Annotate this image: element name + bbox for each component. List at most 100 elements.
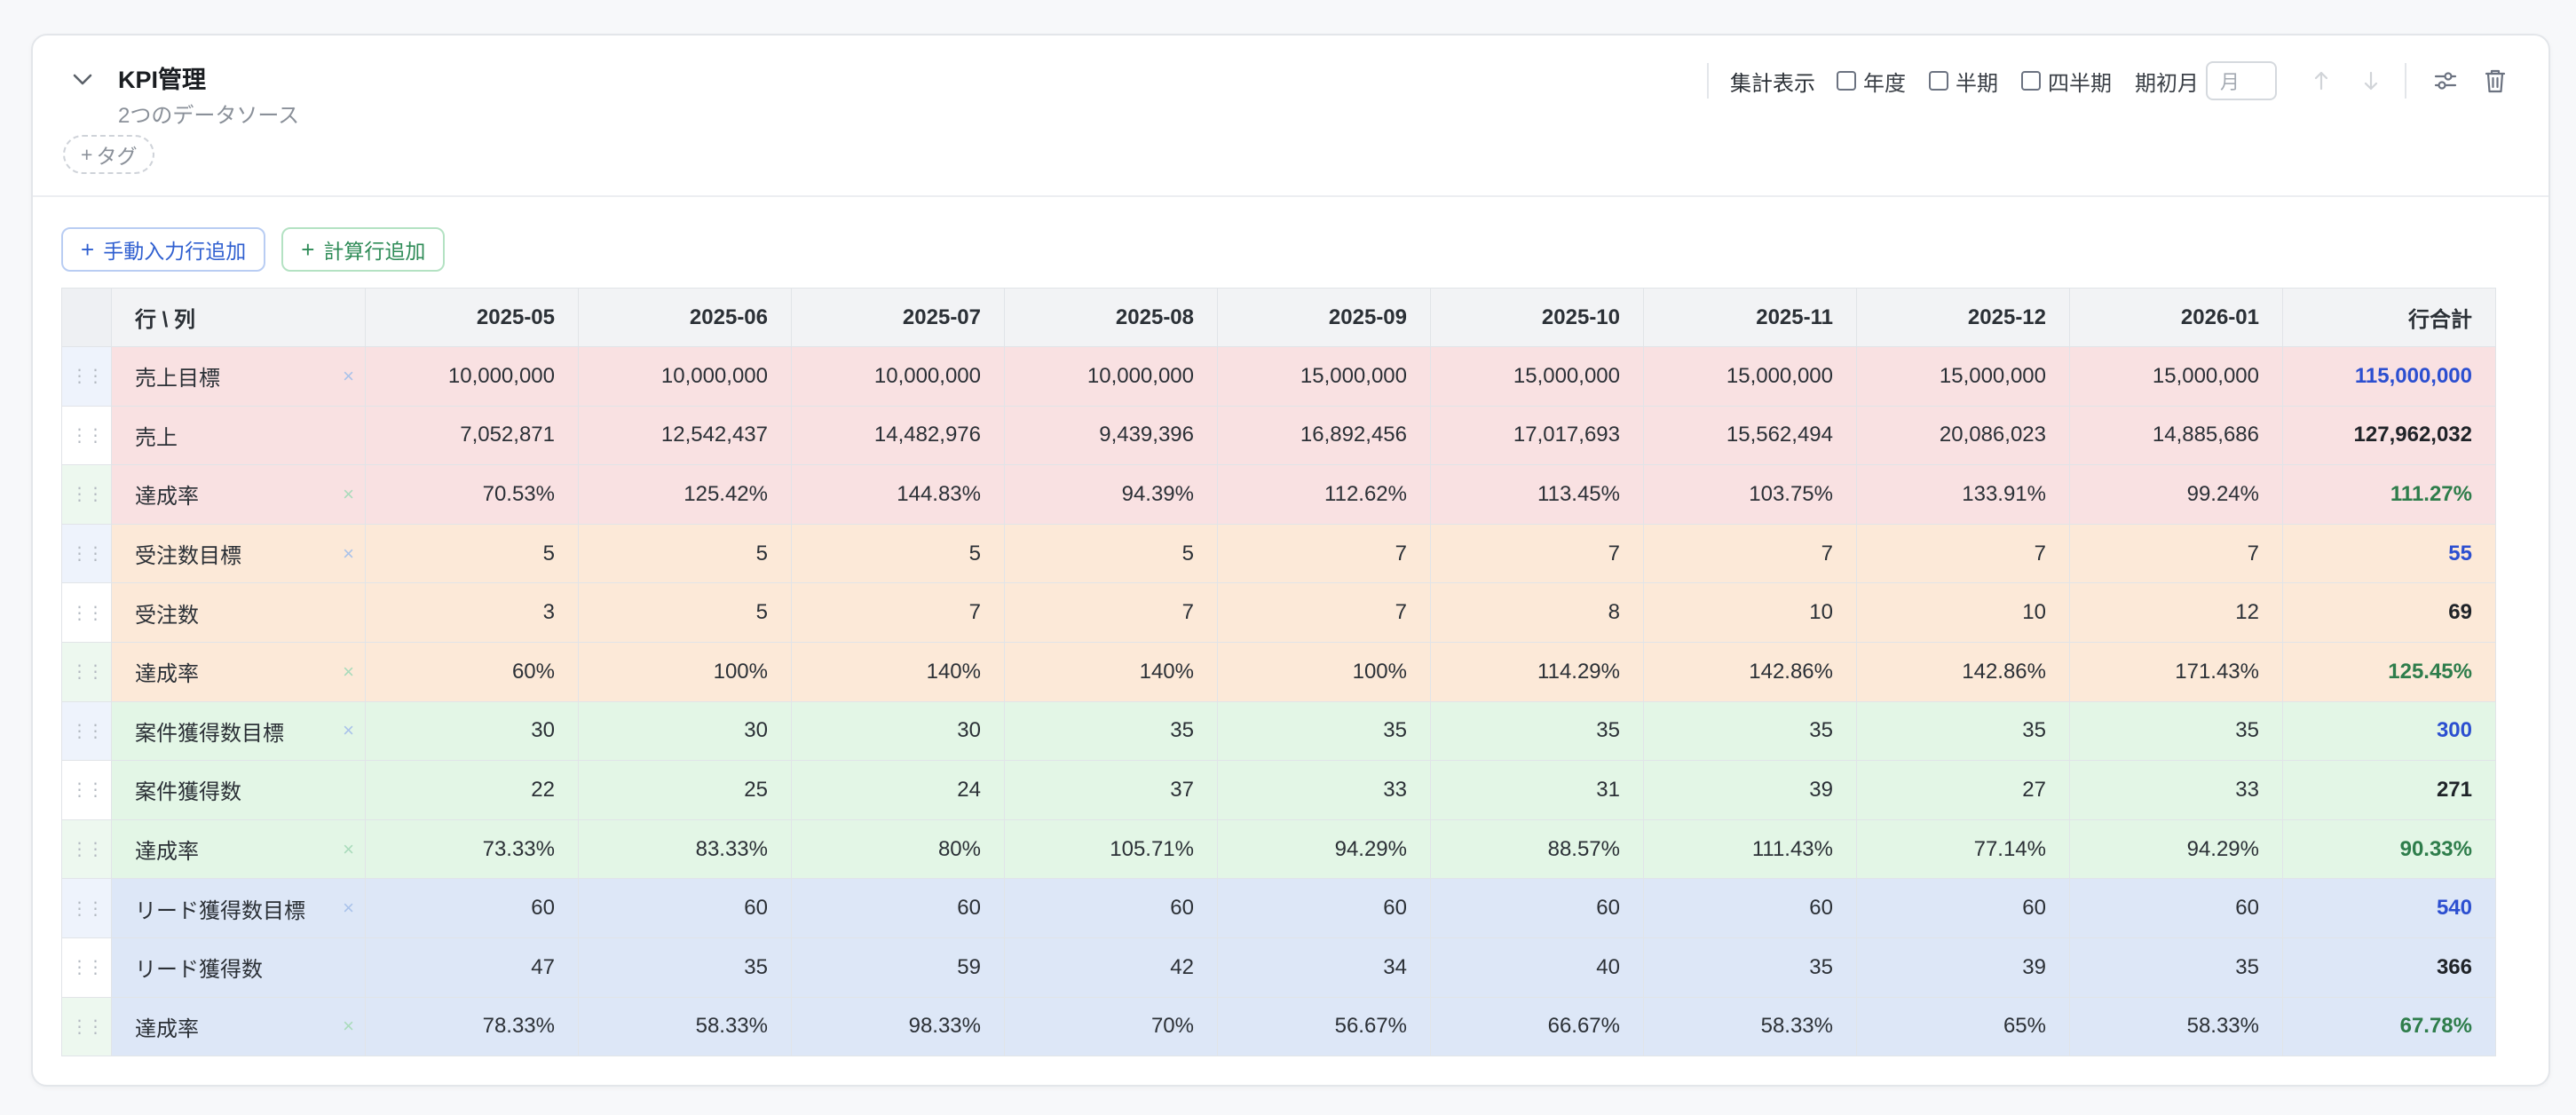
table-cell[interactable]: 60 xyxy=(1430,878,1644,938)
table-cell[interactable]: 35 xyxy=(578,937,792,998)
table-cell[interactable]: 35 xyxy=(1643,937,1857,998)
table-cell[interactable]: 7 xyxy=(1217,582,1431,643)
drag-handle-icon[interactable]: ⋮⋮ xyxy=(61,937,112,998)
close-icon[interactable]: × xyxy=(343,719,354,742)
table-cell[interactable]: 16,892,456 xyxy=(1217,405,1431,466)
table-cell[interactable]: 3 xyxy=(365,582,579,643)
table-cell[interactable]: 10,000,000 xyxy=(365,346,579,407)
table-cell[interactable]: 7 xyxy=(1856,523,2070,584)
table-cell[interactable]: 9,439,396 xyxy=(1004,405,1218,466)
table-cell[interactable]: 60 xyxy=(2069,878,2283,938)
close-icon[interactable]: × xyxy=(343,542,354,565)
table-cell[interactable]: 15,000,000 xyxy=(1430,346,1644,407)
drag-handle-icon[interactable]: ⋮⋮ xyxy=(61,641,112,702)
checkbox-box[interactable] xyxy=(1929,71,1948,91)
table-cell[interactable]: 7 xyxy=(1217,523,1431,584)
start-month-input[interactable]: 月 xyxy=(2206,61,2277,100)
table-cell[interactable]: 12 xyxy=(2069,582,2283,643)
table-cell[interactable]: 30 xyxy=(578,700,792,762)
table-cell[interactable]: 12,542,437 xyxy=(578,405,792,466)
table-cell[interactable]: 10,000,000 xyxy=(1004,346,1218,407)
table-cell[interactable]: 60 xyxy=(578,878,792,938)
drag-handle-icon[interactable]: ⋮⋮ xyxy=(61,346,112,407)
move-down-button[interactable] xyxy=(2353,63,2389,99)
table-cell[interactable]: 7,052,871 xyxy=(365,405,579,466)
table-cell[interactable]: 14,482,976 xyxy=(791,405,1005,466)
move-up-button[interactable] xyxy=(2303,63,2339,99)
collapse-button[interactable] xyxy=(65,62,100,98)
table-cell[interactable]: 60 xyxy=(1856,878,2070,938)
table-cell[interactable]: 35 xyxy=(2069,937,2283,998)
checkbox-box[interactable] xyxy=(2021,71,2041,91)
close-icon[interactable]: × xyxy=(343,1015,354,1038)
delete-button[interactable] xyxy=(2477,63,2513,99)
table-cell[interactable]: 39 xyxy=(1856,937,2070,998)
table-cell[interactable]: 30 xyxy=(365,700,579,762)
table-cell[interactable]: 8 xyxy=(1430,582,1644,643)
table-cell[interactable]: 60 xyxy=(1643,878,1857,938)
table-cell[interactable]: 35 xyxy=(1643,700,1857,762)
table-cell[interactable]: 27 xyxy=(1856,760,2070,820)
table-cell[interactable]: 5 xyxy=(365,523,579,584)
table-cell[interactable]: 33 xyxy=(1217,760,1431,820)
table-cell[interactable]: 35 xyxy=(1430,700,1644,762)
add-calc-row-button[interactable]: + 計算行追加 xyxy=(281,227,446,272)
table-cell[interactable]: 15,000,000 xyxy=(1643,346,1857,407)
close-icon[interactable]: × xyxy=(343,364,354,387)
table-cell[interactable]: 15,562,494 xyxy=(1643,405,1857,466)
table-cell[interactable]: 7 xyxy=(1430,523,1644,584)
table-cell[interactable]: 35 xyxy=(1217,700,1431,762)
table-cell[interactable]: 22 xyxy=(365,760,579,820)
table-cell[interactable]: 25 xyxy=(578,760,792,820)
drag-handle-icon[interactable]: ⋮⋮ xyxy=(61,464,112,525)
table-cell[interactable]: 5 xyxy=(578,523,792,584)
drag-handle-icon[interactable]: ⋮⋮ xyxy=(61,818,112,880)
table-cell[interactable]: 7 xyxy=(791,582,1005,643)
drag-handle-icon[interactable]: ⋮⋮ xyxy=(61,582,112,643)
drag-handle-icon[interactable]: ⋮⋮ xyxy=(61,760,112,820)
table-cell[interactable]: 7 xyxy=(2069,523,2283,584)
table-cell[interactable]: 35 xyxy=(1004,700,1218,762)
quarter-checkbox[interactable]: 四半期 xyxy=(2021,66,2112,97)
table-cell[interactable]: 35 xyxy=(2069,700,2283,762)
table-cell[interactable]: 10,000,000 xyxy=(791,346,1005,407)
table-cell[interactable]: 15,000,000 xyxy=(2069,346,2283,407)
table-cell[interactable]: 31 xyxy=(1430,760,1644,820)
close-icon[interactable]: × xyxy=(343,897,354,920)
table-cell[interactable]: 14,885,686 xyxy=(2069,405,2283,466)
table-cell[interactable]: 10,000,000 xyxy=(578,346,792,407)
table-cell[interactable]: 60 xyxy=(365,878,579,938)
table-cell[interactable]: 39 xyxy=(1643,760,1857,820)
drag-handle-icon[interactable]: ⋮⋮ xyxy=(61,523,112,584)
close-icon[interactable]: × xyxy=(343,660,354,683)
table-cell[interactable]: 24 xyxy=(791,760,1005,820)
table-cell[interactable]: 34 xyxy=(1217,937,1431,998)
table-cell[interactable]: 42 xyxy=(1004,937,1218,998)
add-manual-row-button[interactable]: + 手動入力行追加 xyxy=(61,227,266,272)
table-cell[interactable]: 47 xyxy=(365,937,579,998)
table-cell[interactable]: 10 xyxy=(1643,582,1857,643)
drag-handle-icon[interactable]: ⋮⋮ xyxy=(61,405,112,466)
table-cell[interactable]: 37 xyxy=(1004,760,1218,820)
table-cell[interactable]: 17,017,693 xyxy=(1430,405,1644,466)
drag-handle-icon[interactable]: ⋮⋮ xyxy=(61,996,112,1057)
table-cell[interactable]: 5 xyxy=(791,523,1005,584)
table-cell[interactable]: 20,086,023 xyxy=(1856,405,2070,466)
table-cell[interactable]: 15,000,000 xyxy=(1856,346,2070,407)
table-cell[interactable]: 5 xyxy=(1004,523,1218,584)
settings-button[interactable] xyxy=(2428,63,2463,99)
year-checkbox[interactable]: 年度 xyxy=(1837,66,1906,97)
table-cell[interactable]: 10 xyxy=(1856,582,2070,643)
table-cell[interactable]: 5 xyxy=(578,582,792,643)
table-cell[interactable]: 60 xyxy=(1217,878,1431,938)
table-cell[interactable]: 40 xyxy=(1430,937,1644,998)
table-cell[interactable]: 60 xyxy=(1004,878,1218,938)
table-cell[interactable]: 33 xyxy=(2069,760,2283,820)
table-cell[interactable]: 59 xyxy=(791,937,1005,998)
drag-handle-icon[interactable]: ⋮⋮ xyxy=(61,700,112,762)
table-cell[interactable]: 15,000,000 xyxy=(1217,346,1431,407)
table-cell[interactable]: 35 xyxy=(1856,700,2070,762)
table-cell[interactable]: 30 xyxy=(791,700,1005,762)
checkbox-box[interactable] xyxy=(1837,71,1856,91)
add-tag-button[interactable]: + タグ xyxy=(63,135,155,174)
